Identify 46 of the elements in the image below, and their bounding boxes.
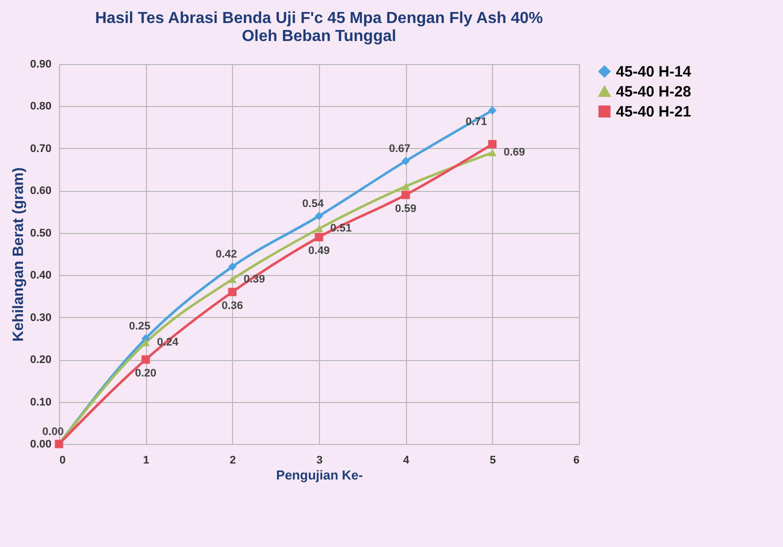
y-tick-label: 0.10 <box>30 396 52 408</box>
legend-label: 45-40 H-21 <box>616 104 692 120</box>
data-label: 0.20 <box>134 368 156 380</box>
point <box>314 225 324 232</box>
point <box>314 212 324 220</box>
x-axis-title: Pengujian Ke- <box>276 468 363 482</box>
y-tick-label: 0.20 <box>30 354 52 366</box>
data-label: 0.25 <box>128 320 150 332</box>
y-axis-title: Kehilangan Berat (gram) <box>10 167 28 342</box>
x-tick-label: 4 <box>403 454 410 466</box>
point <box>228 262 237 271</box>
point <box>314 232 324 242</box>
data-label: 0.69 <box>504 146 526 159</box>
point <box>401 182 410 190</box>
y-tick-label: 0.50 <box>30 227 52 240</box>
point <box>228 288 237 296</box>
chart-title: Hasil Tes Abrasi Benda Uji F'c 45 Mpa Dengan Fly Ash 40% Oleh Beban Tunggal <box>95 10 543 45</box>
x-tick-label: 2 <box>230 454 236 466</box>
x-tick-label: 0 <box>60 454 66 466</box>
y-tick-label: 0.30 <box>30 312 52 324</box>
data-label: 0.54 <box>302 198 325 210</box>
x-tick-label: 1 <box>143 454 150 466</box>
point <box>141 355 150 364</box>
legend-label: 45-40 H-14 <box>616 64 692 80</box>
point <box>401 190 410 200</box>
y-tick-label: 0.90 <box>30 58 52 70</box>
data-label: 0.49 <box>308 245 330 258</box>
legend-label: 45-40 H-28 <box>616 84 692 100</box>
x-tick-label: 6 <box>573 454 580 466</box>
point <box>401 156 410 166</box>
y-tick-label: 0.40 <box>30 270 52 282</box>
point <box>488 106 497 115</box>
x-tick-label: 5 <box>490 454 496 466</box>
point <box>488 140 497 148</box>
y-tick-label: 0.00 <box>30 438 52 450</box>
data-label: 0.59 <box>394 202 416 215</box>
data-label: 0.00 <box>42 426 64 438</box>
data-label: 0.67 <box>388 143 410 156</box>
y-tick-label: 0.80 <box>30 100 52 113</box>
data-label: 0.42 <box>216 248 238 261</box>
data-label: 0.36 <box>222 300 244 312</box>
point <box>488 149 497 156</box>
x-tick-label: 3 <box>316 454 323 466</box>
y-tick-label: 0.70 <box>30 142 52 155</box>
point <box>228 276 237 283</box>
y-tick-label: 0.60 <box>30 185 52 198</box>
